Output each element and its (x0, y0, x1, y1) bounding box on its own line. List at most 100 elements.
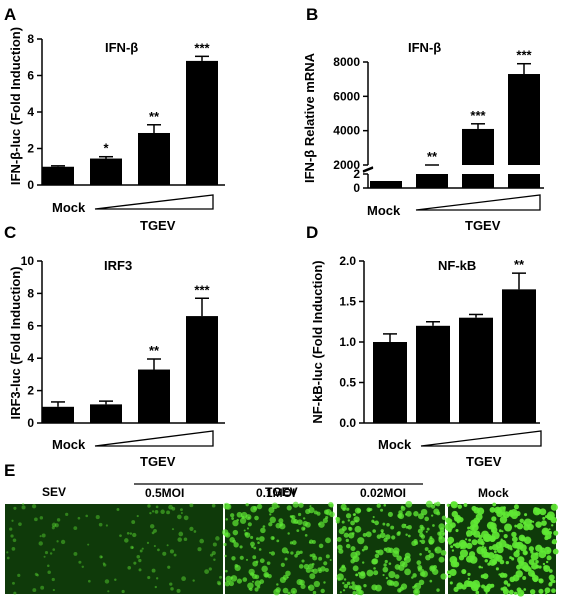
fluorescent-cell (239, 545, 243, 549)
fluorescent-cell (290, 551, 294, 555)
fluorescent-cell (523, 536, 532, 544)
fluorescent-cell (515, 570, 523, 578)
fluorescent-cell (345, 513, 352, 519)
fluorescent-cell (341, 564, 346, 569)
fluorescent-cell (419, 524, 424, 529)
fluorescent-cell (38, 541, 43, 546)
fluorescent-cell (167, 565, 171, 569)
fluorescent-cell (546, 549, 550, 553)
panel-b-bars: ******** (370, 48, 540, 188)
fluorescent-cell (345, 538, 350, 543)
fluorescent-cell (52, 588, 56, 592)
fluorescent-cell (104, 579, 110, 584)
fluorescent-cell (544, 515, 548, 519)
fluorescent-cell (446, 503, 450, 507)
fluorescent-cell (318, 543, 324, 549)
fluorescent-cell (489, 507, 496, 513)
fluorescent-cell (463, 503, 468, 507)
fluorescent-cell (335, 519, 340, 524)
fluorescent-cell (263, 571, 270, 578)
fluorescent-cell (383, 503, 387, 507)
fluorescent-cell (473, 530, 481, 538)
fluorescent-cell (325, 554, 330, 559)
fluorescent-cell (357, 537, 365, 545)
fluorescent-cell (270, 535, 275, 541)
fluorescent-cell (538, 588, 544, 594)
panel-e-label-sev: SEV (42, 485, 66, 499)
panel-a-y-tick-label: 8 (27, 32, 34, 46)
fluorescent-cell (102, 562, 106, 565)
fluorescent-cell (341, 520, 345, 524)
fluorescent-cell (391, 535, 396, 540)
fluorescent-cell (465, 529, 473, 537)
panel-c-y-tick-label: 6 (27, 319, 34, 333)
panel-a-ylabel: IFN-β-luc (Fold Induction) (8, 27, 23, 185)
fluorescent-cell (477, 538, 484, 545)
fluorescent-cell (511, 541, 520, 549)
fluorescent-cell (124, 538, 129, 543)
fluorescent-cell (418, 579, 425, 586)
panel-d-y-tick-label: 1.0 (339, 335, 356, 349)
fluorescent-cell (260, 527, 266, 534)
panel-letter-d: D (306, 223, 318, 242)
fluorescent-cell (312, 568, 318, 574)
fluorescent-cell (387, 511, 393, 517)
fluorescent-cell (51, 522, 57, 528)
fluorescent-cell (393, 547, 400, 554)
panel-b-bar (508, 74, 540, 165)
fluorescent-cell (399, 586, 404, 591)
fluorescent-cell (325, 537, 331, 544)
fluorescent-cell (95, 515, 100, 520)
fluorescent-cell (284, 557, 288, 561)
fluorescent-cell (225, 518, 228, 521)
fluorescent-cell (509, 576, 516, 583)
fluorescent-cell (515, 549, 520, 553)
fluorescent-cell (147, 504, 151, 508)
fluorescent-cell (219, 575, 223, 579)
fluorescent-cell (271, 502, 279, 510)
panel-letter-b: B (306, 5, 318, 24)
fluorescent-cell (256, 537, 260, 541)
fluorescent-cell (239, 555, 244, 560)
fluorescent-cell (550, 503, 558, 511)
fluorescent-cell (352, 590, 357, 595)
panel-b-bar (462, 128, 494, 165)
fluorescent-cell (532, 576, 539, 583)
fluorescent-cell (291, 540, 297, 545)
panel-b-bar (508, 174, 540, 188)
fluorescent-cell (339, 591, 342, 594)
fluorescent-cell (166, 510, 170, 515)
fluorescent-cell (552, 579, 556, 584)
fluorescent-cell (411, 576, 414, 579)
panel-a-y-tick-label: 2 (27, 142, 34, 156)
fluorescent-cell (40, 585, 45, 590)
fluorescent-cell (484, 559, 488, 563)
panel-a-dose-triangle (94, 194, 214, 210)
fluorescent-cell (213, 558, 216, 561)
fluorescent-cell (310, 568, 314, 573)
fluorescent-cell (105, 524, 108, 527)
fluorescent-cell (232, 529, 239, 536)
fluorescent-cell (343, 583, 349, 589)
fluorescent-cell (548, 528, 551, 531)
panel-c-tgev-label: TGEV (140, 454, 176, 469)
fluorescent-cell (394, 574, 400, 579)
panel-c-bars: ***** (42, 282, 218, 423)
fluorescent-cell (529, 589, 536, 595)
fluorescent-cell (254, 587, 259, 592)
fluorescent-cell (538, 565, 542, 569)
panel-c-ylabel: IRF3-luc (Fold Induction) (8, 266, 23, 419)
fluorescent-cell (398, 510, 403, 515)
fluorescent-cell (107, 590, 110, 593)
fluorescent-cell (297, 512, 302, 517)
fluorescent-cell (362, 561, 365, 564)
fluorescent-cell (335, 516, 339, 521)
fluorescent-cell (539, 508, 547, 516)
fluorescent-cell (535, 559, 539, 564)
fluorescent-cell (136, 514, 139, 518)
fluorescent-cell (342, 507, 346, 512)
fluorescent-cell (436, 588, 440, 592)
fluorescent-cell (376, 534, 382, 539)
fluorescent-cell (438, 523, 445, 530)
fluorescent-cell (382, 522, 386, 526)
